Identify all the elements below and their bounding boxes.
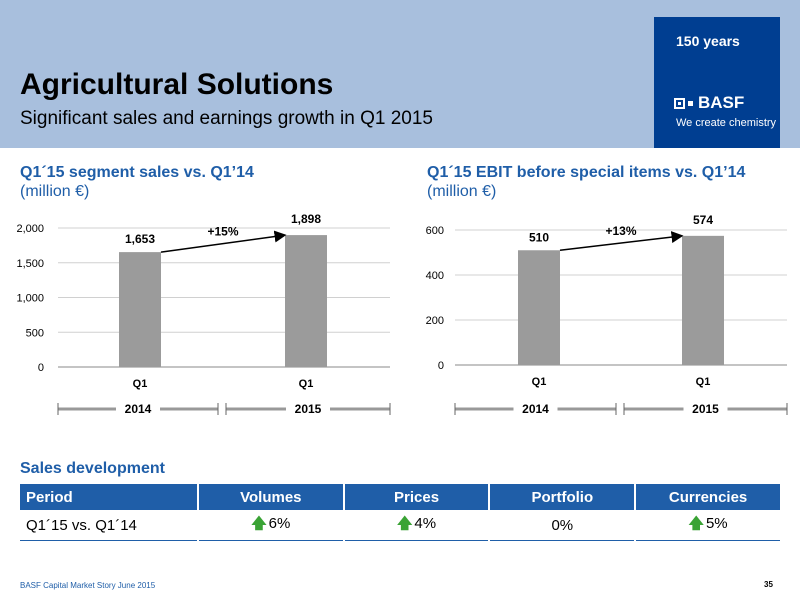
header-volumes: Volumes bbox=[198, 484, 343, 510]
y-tick-label: 1,000 bbox=[16, 293, 44, 305]
bar-value-label: 510 bbox=[529, 230, 549, 244]
group-label-bg bbox=[513, 401, 558, 417]
y-tick-label: 400 bbox=[426, 270, 444, 282]
cell-currencies: 🡅 5% bbox=[636, 510, 780, 541]
currencies-value: 5% bbox=[705, 514, 728, 532]
group-label-bg bbox=[683, 401, 728, 417]
bar-value-label: 574 bbox=[693, 213, 713, 227]
y-tick-label: 200 bbox=[426, 315, 444, 327]
x-tick-label: Q1 bbox=[299, 378, 314, 390]
growth-arrow bbox=[559, 231, 684, 251]
y-tick-label: 0 bbox=[38, 362, 44, 374]
logo-square-icon bbox=[674, 97, 685, 109]
growth-arrow bbox=[160, 230, 287, 253]
x-tick-label: Q1 bbox=[532, 376, 547, 388]
brand-panel: 150 years BASF We create chemistry bbox=[654, 17, 780, 148]
page-subtitle: Significant sales and earnings growth in… bbox=[20, 108, 433, 129]
bar-value-label: 1,898 bbox=[291, 212, 321, 226]
page-title: Agricultural Solutions bbox=[20, 68, 334, 101]
growth-annotation: +15% bbox=[207, 225, 238, 239]
group-label-bg bbox=[286, 401, 330, 417]
page-number: 35 bbox=[764, 580, 773, 589]
group-label: 2014 bbox=[522, 402, 549, 416]
logo-text: BASF bbox=[698, 93, 745, 112]
header-currencies: Currencies bbox=[636, 484, 780, 510]
table-row: Q1´15 vs. Q1´14 🡅 6% 🡅 4% 0% 🡅 5% bbox=[20, 510, 780, 541]
header-prices: Prices bbox=[344, 484, 489, 510]
green-up-arrow-icon: 🡅 bbox=[251, 514, 267, 532]
green-up-arrow-icon: 🡅 bbox=[397, 514, 413, 532]
bar bbox=[285, 235, 327, 367]
cell-portfolio: 0% bbox=[490, 510, 635, 541]
x-tick-label: Q1 bbox=[696, 376, 711, 388]
header-period: Period bbox=[20, 484, 197, 510]
group-label: 2014 bbox=[125, 402, 152, 416]
bar bbox=[518, 250, 560, 365]
anniversary-badge: 150 years bbox=[676, 33, 740, 49]
cell-period: Q1´15 vs. Q1´14 bbox=[20, 510, 197, 541]
footer-text: BASF Capital Market Story June 2015 bbox=[20, 581, 156, 590]
brand-tagline: We create chemistry bbox=[676, 117, 777, 129]
y-tick-label: 1,500 bbox=[16, 258, 44, 270]
y-tick-label: 500 bbox=[26, 327, 44, 339]
volumes-value: 6% bbox=[268, 514, 291, 532]
logo-dot-icon bbox=[688, 100, 693, 106]
prices-value: 4% bbox=[414, 514, 437, 532]
sales-development-title: Sales development bbox=[20, 460, 165, 477]
bar bbox=[119, 252, 161, 367]
chart-title-sales: Q1´15 segment sales vs. Q1’14 bbox=[20, 164, 254, 181]
sales-development-table: Period Volumes Prices Portfolio Currenci… bbox=[18, 484, 782, 541]
table-header-row: Period Volumes Prices Portfolio Currenci… bbox=[20, 484, 780, 510]
y-tick-label: 0 bbox=[438, 360, 444, 372]
cell-prices: 🡅 4% bbox=[344, 510, 489, 541]
y-tick-label: 600 bbox=[426, 225, 444, 237]
x-tick-label: Q1 bbox=[133, 378, 148, 390]
basf-logo: BASF bbox=[674, 93, 744, 113]
chart-unit-sales: (million €) bbox=[20, 183, 90, 200]
y-tick-label: 2,000 bbox=[16, 223, 44, 235]
chart-unit-ebit: (million €) bbox=[427, 183, 497, 200]
group-label: 2015 bbox=[295, 402, 322, 416]
growth-annotation: +13% bbox=[605, 224, 636, 238]
cell-volumes: 🡅 6% bbox=[198, 510, 343, 541]
bar bbox=[682, 235, 724, 365]
header-portfolio: Portfolio bbox=[490, 484, 635, 510]
chart-title-ebit: Q1´15 EBIT before special items vs. Q1’1… bbox=[427, 164, 746, 181]
group-label-bg bbox=[116, 401, 160, 417]
green-up-arrow-icon: 🡅 bbox=[688, 514, 704, 532]
bar-value-label: 1,653 bbox=[125, 232, 155, 246]
group-label: 2015 bbox=[692, 402, 719, 416]
header-band: Agricultural Solutions Significant sales… bbox=[0, 0, 800, 148]
